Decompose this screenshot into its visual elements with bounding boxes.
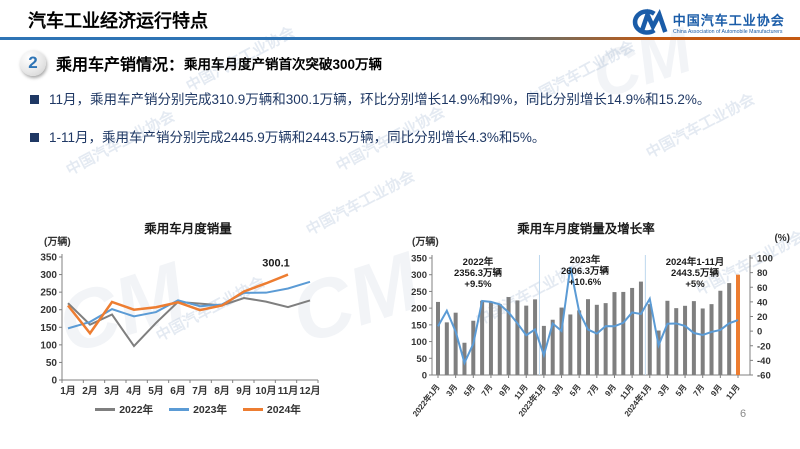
section-header: 2 乘用车产销情况： 乘用车月度产销首次突破300万辆 xyxy=(20,50,382,76)
bullet-text: 11月，乘用车产销分别完成310.9万辆和300.1万辆，环比分别增长14.9%… xyxy=(49,92,711,107)
svg-text:-40: -40 xyxy=(757,356,771,367)
page-title: 汽车工业经济运行特点 xyxy=(28,11,208,31)
svg-text:300: 300 xyxy=(40,270,57,281)
svg-text:2024年1-11月: 2024年1-11月 xyxy=(666,256,725,268)
svg-text:5月: 5月 xyxy=(148,385,164,397)
svg-text:7月: 7月 xyxy=(192,385,208,397)
svg-text:2606.3万辆: 2606.3万辆 xyxy=(561,265,610,277)
svg-text:3月: 3月 xyxy=(444,383,459,398)
svg-text:0: 0 xyxy=(51,376,57,387)
svg-text:4月: 4月 xyxy=(126,385,142,397)
svg-text:150: 150 xyxy=(411,320,427,331)
svg-text:100: 100 xyxy=(411,337,427,348)
section-badge-number: 2 xyxy=(28,53,38,72)
section-title: 乘用车产销情况： xyxy=(56,57,185,74)
svg-text:20: 20 xyxy=(757,312,768,323)
svg-text:11月: 11月 xyxy=(278,385,299,397)
svg-text:+9.5%: +9.5% xyxy=(464,279,492,290)
svg-text:9月: 9月 xyxy=(497,383,512,398)
svg-text:3月: 3月 xyxy=(656,383,671,398)
legend-label: 2022年 xyxy=(119,404,154,416)
svg-text:50: 50 xyxy=(416,354,427,365)
svg-text:5月: 5月 xyxy=(674,383,689,398)
legend-item: 2024年 xyxy=(242,402,301,417)
right-chart-svg: 0 50 100 150 200 250 300 350 -60 -40 -20 0 20 40 60 80 1… xyxy=(410,254,773,419)
bullet-item: 11月，乘用车产销分别完成310.9万辆和300.1万辆，环比分别增长14.9%… xyxy=(30,86,778,113)
svg-text:100: 100 xyxy=(757,254,773,265)
svg-text:8月: 8月 xyxy=(214,385,230,397)
right-chart-sales-growth: 乘用车月度销量及增长率 (万辆) (%) 0 50 100 150 200 250 300 3… xyxy=(406,218,794,443)
page-number: 6 xyxy=(740,408,747,420)
svg-text:9月: 9月 xyxy=(709,383,724,398)
svg-text:12月: 12月 xyxy=(299,385,320,397)
title-divider xyxy=(0,37,800,40)
legend-swatch xyxy=(242,408,263,411)
svg-text:10月: 10月 xyxy=(255,385,276,397)
svg-text:7月: 7月 xyxy=(586,383,601,398)
chart-title: 乘用车月度销量及增长率 xyxy=(517,222,655,236)
svg-text:0: 0 xyxy=(757,327,762,338)
svg-text:2月: 2月 xyxy=(82,385,98,397)
svg-text:-60: -60 xyxy=(757,371,771,382)
chart-unit-label-right: (%) xyxy=(774,233,790,244)
svg-text:350: 350 xyxy=(411,254,427,265)
svg-text:7月: 7月 xyxy=(480,383,495,398)
svg-text:5月: 5月 xyxy=(568,383,583,398)
logo-name-cn: 中国汽车工业协会 xyxy=(672,13,785,29)
svg-text:7月: 7月 xyxy=(692,383,707,398)
svg-text:300: 300 xyxy=(411,270,427,281)
bullet-item: 1-11月，乘用车产销分别完成2445.9万辆和2443.5万辆，同比分别增长4… xyxy=(30,124,778,151)
svg-text:60: 60 xyxy=(757,283,768,294)
svg-text:2356.3万辆: 2356.3万辆 xyxy=(454,267,503,279)
svg-text:9月: 9月 xyxy=(236,385,252,397)
svg-text:-20: -20 xyxy=(757,341,771,352)
svg-text:11月: 11月 xyxy=(724,383,741,402)
logo-name-en: China Association of Automobile Manufact… xyxy=(672,28,783,35)
svg-text:350: 350 xyxy=(40,253,57,264)
svg-text:50: 50 xyxy=(46,358,58,369)
svg-text:80: 80 xyxy=(757,268,768,279)
svg-text:200: 200 xyxy=(411,304,427,315)
caam-logo: 中国汽车工业协会 China Association of Automobile… xyxy=(626,8,788,41)
left-chart-monthly-sales: 乘用车月度销量 (万辆) 0 50 100 150 200 250 300 350 1月 2月 3月… xyxy=(28,218,380,430)
svg-text:40: 40 xyxy=(757,297,768,308)
bullet-marker xyxy=(30,95,39,104)
bullet-text: 1-11月，乘用车产销分别完成2445.9万辆和2443.5万辆，同比分别增长4… xyxy=(49,130,546,145)
svg-text:5月: 5月 xyxy=(462,383,477,398)
svg-text:+5%: +5% xyxy=(685,279,705,290)
svg-text:2443.5万辆: 2443.5万辆 xyxy=(671,267,720,279)
svg-text:300.1: 300.1 xyxy=(262,258,290,270)
legend-swatch xyxy=(95,408,116,411)
bullet-list: 11月，乘用车产销分别完成310.9万辆和300.1万辆，环比分别增长14.9%… xyxy=(30,86,778,162)
svg-text:250: 250 xyxy=(40,288,57,299)
legend-item: 2022年 xyxy=(95,402,153,417)
svg-text:200: 200 xyxy=(40,305,57,316)
bullet-marker xyxy=(30,133,39,142)
svg-text:1月: 1月 xyxy=(60,385,76,397)
logo-cm-icon xyxy=(626,8,668,41)
svg-text:2022年1月: 2022年1月 xyxy=(410,382,441,418)
legend-item: 2023年 xyxy=(169,402,227,417)
chart-unit-label: (万辆) xyxy=(44,237,71,248)
chart-title: 乘用车月度销量 xyxy=(144,222,232,236)
svg-text:6月: 6月 xyxy=(170,385,186,397)
svg-text:2023年: 2023年 xyxy=(570,254,601,266)
section-subtitle: 乘用车月度产销首次突破300万辆 xyxy=(184,57,383,72)
svg-text:3月: 3月 xyxy=(550,383,565,398)
section-badge: 2 xyxy=(20,50,46,76)
svg-text:150: 150 xyxy=(40,323,57,334)
svg-text:2022年: 2022年 xyxy=(463,256,494,268)
svg-text:100: 100 xyxy=(40,340,57,351)
legend-label: 2024年 xyxy=(266,404,301,416)
svg-text:0: 0 xyxy=(422,371,427,382)
left-chart-legend: 2022年 2023年 2024年 xyxy=(28,402,368,417)
legend-label: 2023年 xyxy=(193,404,227,416)
legend-swatch xyxy=(169,408,190,411)
svg-text:9月: 9月 xyxy=(603,383,618,398)
svg-text:3月: 3月 xyxy=(104,385,120,397)
svg-text:250: 250 xyxy=(411,287,427,298)
chart-unit-label-left: (万辆) xyxy=(412,237,439,248)
svg-text:+10.6%: +10.6% xyxy=(569,277,602,288)
